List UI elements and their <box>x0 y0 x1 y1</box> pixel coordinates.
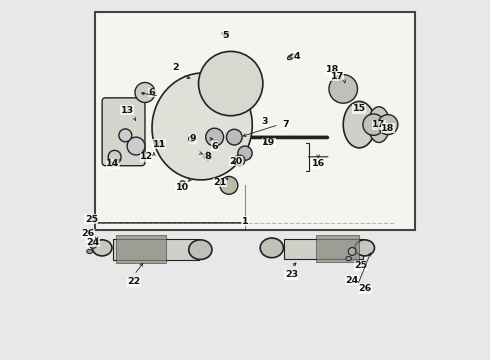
Ellipse shape <box>226 129 242 145</box>
Text: 18: 18 <box>381 124 394 133</box>
Text: 11: 11 <box>153 140 166 149</box>
Circle shape <box>180 181 185 186</box>
Text: 3: 3 <box>261 117 268 126</box>
Text: 24: 24 <box>345 275 359 284</box>
Text: 21: 21 <box>213 178 226 187</box>
Text: 22: 22 <box>127 277 141 286</box>
Text: 23: 23 <box>285 270 298 279</box>
Ellipse shape <box>378 114 398 135</box>
Text: 25: 25 <box>85 215 98 224</box>
FancyBboxPatch shape <box>102 98 145 166</box>
Text: 1: 1 <box>242 217 248 226</box>
Text: 14: 14 <box>106 159 120 168</box>
Ellipse shape <box>363 114 384 135</box>
Text: 15: 15 <box>353 104 366 113</box>
Ellipse shape <box>152 73 252 180</box>
Ellipse shape <box>198 51 263 116</box>
Ellipse shape <box>288 54 295 60</box>
Ellipse shape <box>329 75 358 103</box>
Text: 18: 18 <box>326 66 339 75</box>
Ellipse shape <box>108 150 121 163</box>
Ellipse shape <box>135 82 155 103</box>
FancyBboxPatch shape <box>95 12 415 230</box>
Ellipse shape <box>89 240 97 248</box>
Text: 24: 24 <box>87 238 100 247</box>
Text: 7: 7 <box>283 120 290 129</box>
Text: 2: 2 <box>172 63 179 72</box>
Text: 6: 6 <box>211 141 218 150</box>
Ellipse shape <box>127 137 145 155</box>
Ellipse shape <box>355 240 374 256</box>
Text: 26: 26 <box>358 284 371 293</box>
Ellipse shape <box>220 176 238 194</box>
Ellipse shape <box>119 129 132 142</box>
Text: 25: 25 <box>355 261 368 270</box>
Circle shape <box>189 136 194 142</box>
Ellipse shape <box>92 240 112 256</box>
Ellipse shape <box>346 256 351 261</box>
Text: 10: 10 <box>176 183 189 192</box>
Text: 17: 17 <box>372 120 386 129</box>
Ellipse shape <box>368 107 390 143</box>
Text: 5: 5 <box>222 31 229 40</box>
Text: 26: 26 <box>81 229 95 238</box>
Text: 16: 16 <box>312 159 325 168</box>
Text: 17: 17 <box>331 72 344 81</box>
Text: 9: 9 <box>190 134 196 143</box>
Ellipse shape <box>343 102 375 148</box>
Text: 8: 8 <box>204 152 211 161</box>
Circle shape <box>158 141 164 147</box>
Ellipse shape <box>234 155 245 166</box>
Ellipse shape <box>189 240 212 260</box>
Text: 19: 19 <box>262 138 275 147</box>
Text: 13: 13 <box>121 106 134 115</box>
Ellipse shape <box>206 128 223 146</box>
Ellipse shape <box>238 146 252 160</box>
Ellipse shape <box>348 248 356 255</box>
Ellipse shape <box>204 152 211 161</box>
Text: 6: 6 <box>149 88 155 97</box>
Text: 20: 20 <box>229 157 243 166</box>
Text: 12: 12 <box>140 152 153 161</box>
Ellipse shape <box>222 32 228 35</box>
Ellipse shape <box>260 238 283 258</box>
Ellipse shape <box>87 249 93 253</box>
Text: 4: 4 <box>294 52 300 61</box>
